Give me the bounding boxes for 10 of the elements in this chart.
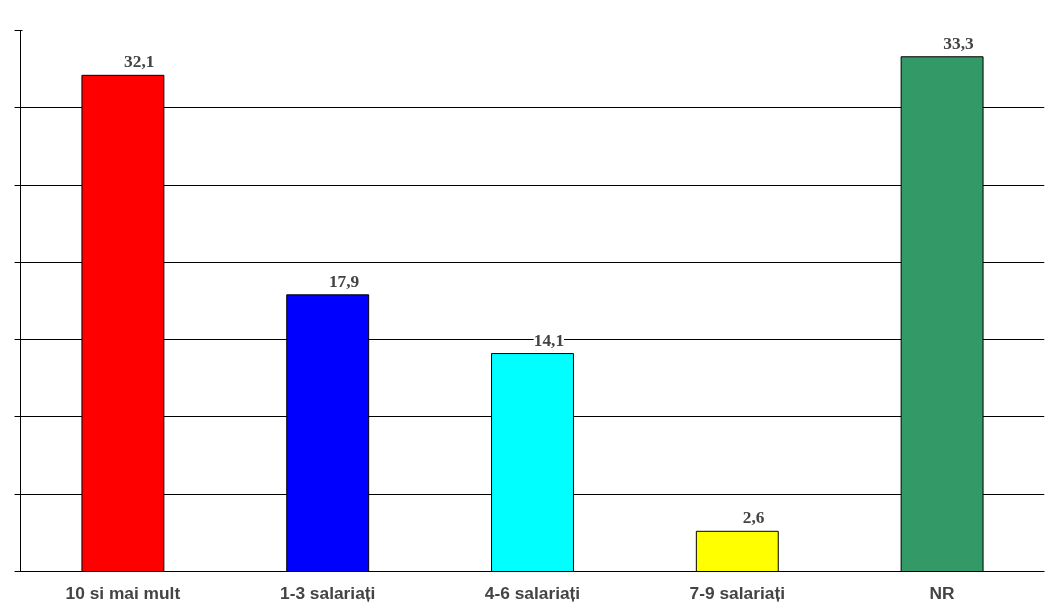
x-tick-label: 7-9 salariați: [689, 582, 785, 603]
data-label: 14,1: [533, 330, 565, 350]
x-tick-label: 10 si mai mult: [65, 582, 181, 603]
data-label: 17,9: [328, 271, 360, 291]
x-tick-label: NR: [929, 582, 956, 603]
x-tick-label: 4-6 salariați: [484, 582, 581, 603]
data-label: 32,1: [124, 52, 155, 72]
data-label: 2,6: [742, 508, 765, 528]
x-tick-label: 1-3 salariați: [280, 582, 376, 603]
data-label: 33,3: [943, 33, 974, 53]
